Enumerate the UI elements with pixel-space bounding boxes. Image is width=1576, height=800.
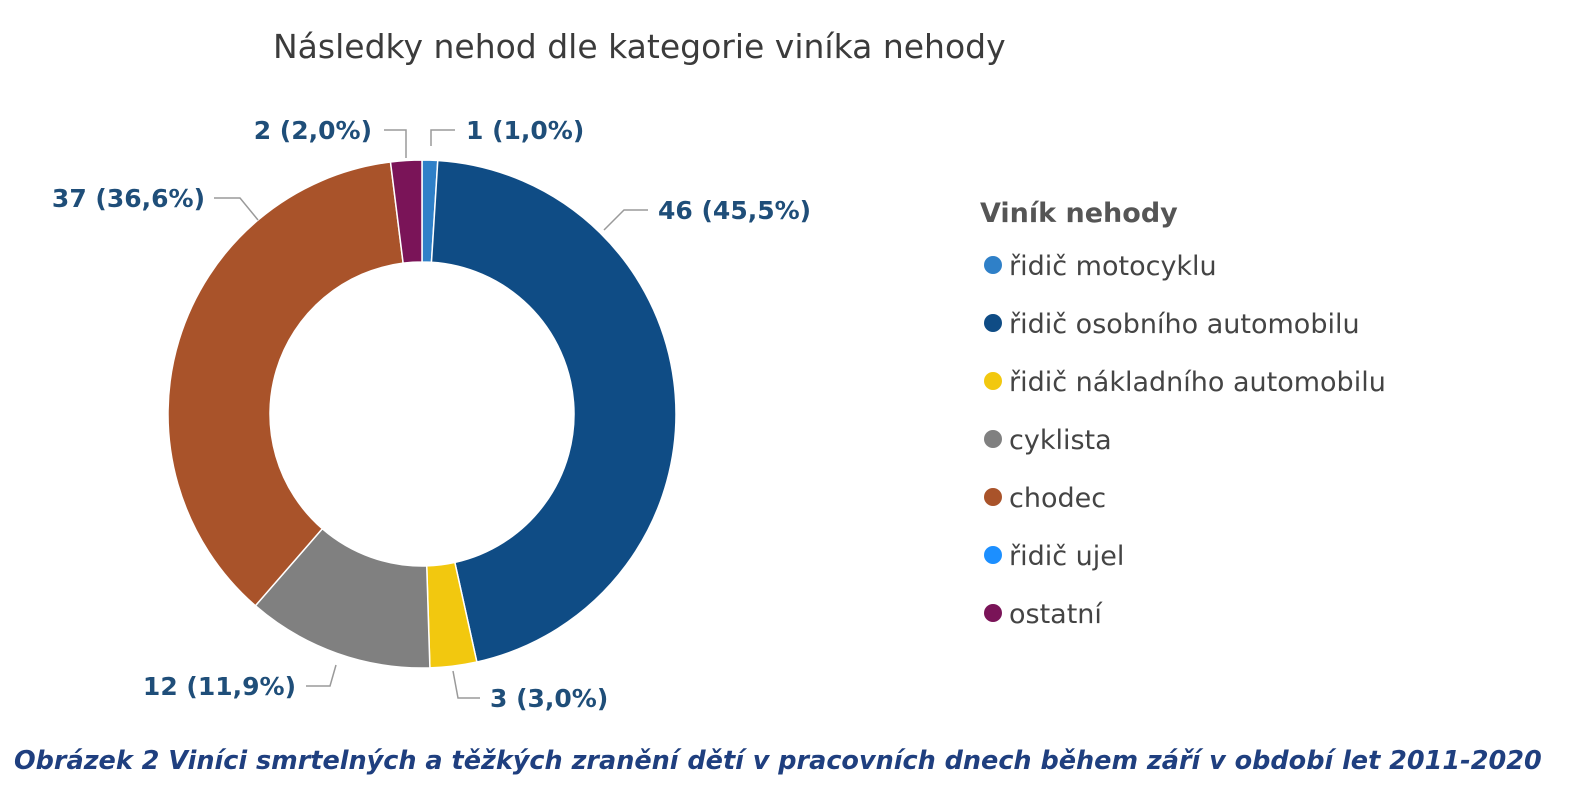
legend-marker (984, 604, 1002, 622)
data-label-ridic-motocyklu: 1 (1,0%) (466, 116, 584, 145)
data-label-ostatni: 2 (2,0%) (254, 116, 372, 145)
leader-line-cyklista (306, 664, 337, 687)
legend-item-ridic-nakladniho-automobilu[interactable]: řidič nákladního automobilu (984, 367, 1386, 398)
legend-label: řidič motocyklu (1009, 251, 1217, 282)
leader-line-chodec (214, 197, 259, 221)
legend-marker (984, 430, 1002, 448)
legend-item-ridic-motocyklu[interactable]: řidič motocyklu (984, 251, 1217, 282)
slice-ridic-osobniho-automobilu[interactable] (430, 159, 677, 663)
legend-item-ridic-ujel[interactable]: řidič ujel (984, 541, 1124, 572)
chart-svg: Následky nehod dle kategorie viníka neho… (52, 27, 1386, 713)
donut-ring (167, 159, 677, 669)
legend: řidič motocyklu řidič osobního automobilu… (984, 251, 1386, 630)
leader-line-ridic-osobniho-automobilu (603, 209, 648, 231)
legend-item-chodec[interactable]: chodec (984, 483, 1106, 514)
legend-label: cyklista (1009, 425, 1112, 456)
slice-chodec[interactable] (167, 161, 404, 607)
data-label-ridic-osobniho-automobilu: 46 (45,5%) (658, 196, 811, 225)
data-label-ridic-nakladniho-automobilu: 3 (3,0%) (490, 684, 608, 713)
data-labels: 1 (1,0%) 46 (45,5%) 3 (3,0%) 12 (11,9%) 37 (… (52, 116, 811, 713)
legend-label: chodec (1009, 483, 1106, 514)
slice-ostatni[interactable] (389, 159, 423, 265)
legend-label: řidič osobního automobilu (1009, 309, 1360, 340)
figure-caption: Obrázek 2 Viníci smrtelných a těžkých zr… (14, 746, 1542, 776)
legend-marker (984, 256, 1002, 274)
data-label-cyklista: 12 (11,9%) (143, 672, 296, 701)
legend-item-cyklista[interactable]: cyklista (984, 425, 1112, 456)
legend-marker (984, 488, 1002, 506)
legend-item-ridic-osobniho-automobilu[interactable]: řidič osobního automobilu (984, 309, 1360, 340)
legend-title: Viník nehody (980, 198, 1178, 229)
legend-label: ostatní (1009, 599, 1103, 630)
leader-line-ridic-motocyklu (430, 129, 455, 146)
leader-line-ridic-nakladniho-automobilu (452, 670, 480, 699)
legend-marker (984, 314, 1002, 332)
legend-marker (984, 372, 1002, 390)
legend-label: řidič ujel (1009, 541, 1124, 572)
legend-marker (984, 546, 1002, 564)
chart-title: Následky nehod dle kategorie viníka neho… (273, 27, 1006, 66)
leader-line-ostatni (384, 129, 407, 158)
legend-item-ostatni[interactable]: ostatní (984, 599, 1103, 630)
legend-label: řidič nákladního automobilu (1009, 367, 1386, 398)
data-label-chodec: 37 (36,6%) (52, 184, 205, 213)
